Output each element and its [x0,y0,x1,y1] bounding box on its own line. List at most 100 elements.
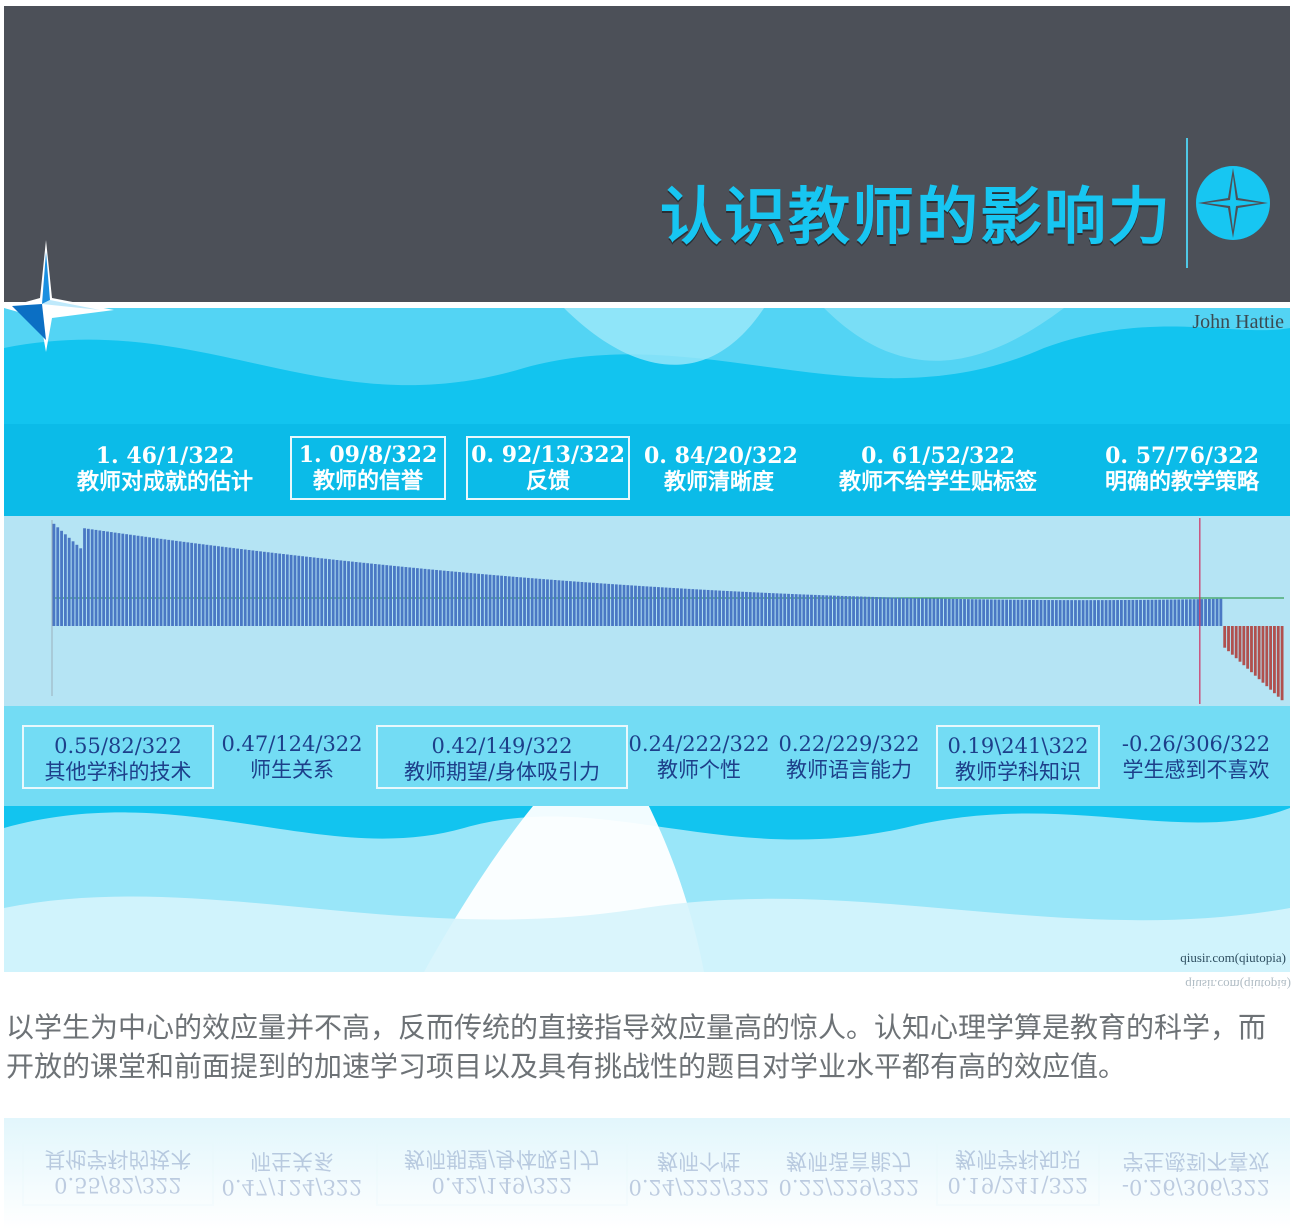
effect-size-bar [1031,599,1035,626]
effect-size-bar [56,527,60,626]
effect-size-bar [1051,600,1054,626]
effect-size-bar [1227,626,1230,652]
influence-label: 教师的信誉 [312,468,423,494]
influence-label: 教师学科知识 [955,1147,1081,1171]
effect-size-bar [71,541,75,626]
influence-label: 师生关系 [250,758,334,782]
bottom-stat-card: 0.42/149/322 教师期望/身体吸引力 [376,725,628,789]
effect-size-bar [741,591,745,626]
effect-size-bar [458,572,461,626]
effect-size-bar [1062,600,1066,626]
effect-size-bar [986,599,989,626]
top-band [4,424,1290,516]
caption-text: 以学生为中心的效应量并不高，反而传统的直接指导效应量高的惊人。认知心理学算是教育… [6,1011,1267,1083]
effect-size-bar [327,559,331,626]
effect-size-bar [174,540,178,626]
effect-size-bar [488,574,492,626]
effect-size-bar [1100,600,1104,626]
effect-size-bar [878,597,882,626]
effect-size-bar [725,590,729,626]
effect-size-bar [1039,599,1043,626]
effect-size-bar [702,589,706,626]
effect-size-bar [1257,626,1261,680]
effect-size-bar [1204,599,1207,626]
effect-size-bar [1012,599,1016,626]
effect-size-bar [940,598,943,626]
effect-size-bar [194,543,197,626]
effect-size-bar [320,558,324,626]
effect-size-bar [350,561,354,626]
effect-size-bar [565,580,569,626]
effect-size-bar [836,595,840,626]
effect-size-bar [890,597,894,626]
influence-label: 其他学科的技术 [44,760,192,784]
effect-size-bar [989,599,993,626]
effect-size-bar [752,592,756,626]
effect-size-bar [1177,599,1181,626]
slide-title: 认识教师的影响力 [659,180,1172,253]
effect-size-bar [649,586,653,626]
effect-size-bar [611,584,614,626]
effect-size-bar [591,582,595,626]
effect-size-value: 0.22/229/322 [778,1175,920,1199]
influence-label: 师生关系 [250,1149,334,1173]
effect-size-bar [220,546,224,626]
effect-size-value: 0. 84/20/322 [644,443,798,469]
effect-size-bar [691,589,695,626]
effect-size-bar [205,544,209,626]
effect-size-bar [98,530,102,626]
effect-size-bar [1081,600,1085,626]
bottom-cards-reflection: 0.55/82/322 其他学科的技术 0.47/124/322 师生关系 0.42/1… [4,1118,1290,1230]
top-stat-card: 1. 09/8/322 教师的信誉 [290,436,446,500]
effect-size-bar [1097,600,1100,626]
effect-size-bar [840,595,844,626]
effect-size-bar [810,594,813,626]
effect-size-bar [1123,600,1127,626]
effect-size-bar [833,595,836,626]
effect-size-bar [52,523,56,626]
effect-size-bar [1009,599,1012,626]
effect-size-value: 1. 09/8/322 [298,442,438,468]
effect-size-value: 0.55/82/322 [54,1173,182,1197]
effect-size-bar [997,599,1001,626]
effect-size-bar [136,535,140,626]
effect-size-bar [561,580,565,626]
effect-size-bar [171,540,174,626]
top-stat-card: 0. 61/52/322 教师不给学生贴标签 [814,439,1062,503]
effect-size-bar [289,554,293,626]
effect-size-bar [366,563,370,626]
effect-size-bar [569,581,572,626]
effect-size-bar [1181,599,1185,626]
bottom-stat-card: 0.24/222/322 教师个性 [628,725,770,789]
effect-size-bar [381,564,385,626]
effect-size-bar [1211,598,1215,626]
effect-size-bar [932,598,936,626]
effect-size-bar [779,593,783,626]
effect-size-bar [764,592,767,626]
effect-size-bar [247,549,251,626]
effect-size-bar [924,598,928,626]
effect-size-bar [481,574,484,626]
slide: 认识教师的影响力 John Hattie 1. 46/1/322 教师对成就的估计… [4,6,1290,972]
effect-size-bar [343,560,347,626]
effect-size-bar [660,587,664,626]
effect-size-bar [285,554,289,626]
effect-size-bar [274,553,278,626]
effect-size-bar [370,563,373,626]
effect-size-bar [469,573,473,626]
effect-size-bar [1188,599,1192,626]
effect-size-bar [1150,599,1154,626]
effect-size-bar [308,557,312,626]
effect-size-bar [645,586,649,626]
effect-size-bar [373,563,377,626]
effect-size-value: 0.47/124/322 [221,732,363,756]
effect-size-bar [1127,599,1131,626]
effect-size-bar [79,548,83,626]
effect-size-bar [668,587,672,626]
slide-header [4,6,1290,308]
effect-size-bar [790,594,794,626]
top-stat-card: 0. 84/20/322 教师清晰度 [644,439,798,503]
effect-size-bar [1016,599,1020,626]
bottom-stat-card: 0.22/229/322 教师语言能力 [774,725,924,789]
effect-size-bar [549,579,553,626]
